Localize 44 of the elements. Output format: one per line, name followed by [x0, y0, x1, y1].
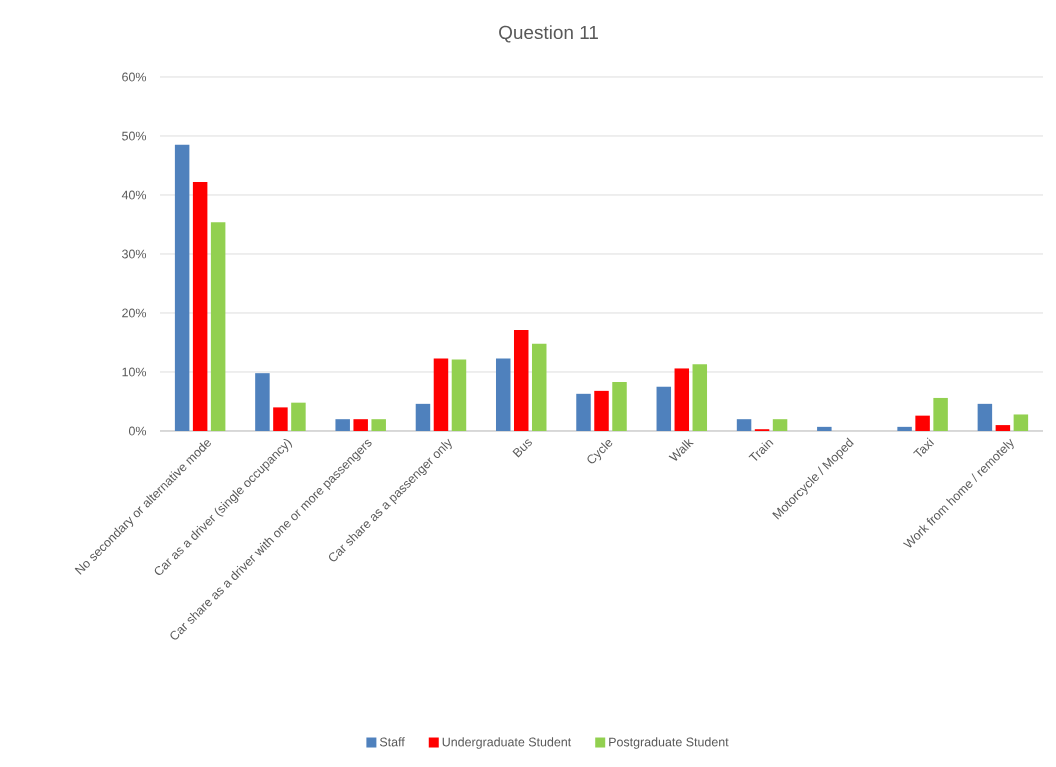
- bar: [692, 364, 708, 431]
- y-tick-label: 30%: [122, 249, 147, 259]
- bar: [192, 182, 208, 431]
- y-tick-label: 40%: [121, 190, 147, 200]
- bar: [353, 419, 368, 431]
- bar: [433, 358, 449, 431]
- bar: [576, 393, 591, 431]
- y-tick-label: 10%: [122, 367, 147, 377]
- legend-label: Staff: [379, 737, 405, 747]
- bar: [335, 419, 350, 431]
- y-tick-label: 50%: [122, 131, 147, 141]
- bar: [656, 386, 672, 431]
- bar: [210, 222, 226, 431]
- x-tick-label: Bus: [512, 439, 532, 458]
- y-tick-label: 0%: [128, 426, 147, 436]
- bar: [915, 415, 930, 431]
- bar: [772, 419, 788, 431]
- bar: [415, 403, 431, 431]
- legend-label: Postgraduate Student: [609, 737, 729, 749]
- bar: [513, 330, 529, 431]
- bar: [897, 426, 912, 431]
- bar: [817, 426, 832, 431]
- x-tick-label: Train: [748, 439, 774, 461]
- bar: [674, 368, 690, 431]
- chart-title: Question 11: [499, 25, 598, 43]
- bar: [531, 343, 547, 431]
- bar: [451, 359, 467, 431]
- bar: [273, 407, 288, 431]
- bar: [594, 390, 609, 431]
- bar: [612, 382, 627, 431]
- bar: [736, 419, 752, 431]
- bar: [1013, 414, 1029, 431]
- bar: [977, 403, 993, 431]
- y-tick-label: 20%: [122, 308, 147, 318]
- bar: [933, 397, 948, 431]
- bar: [371, 419, 386, 431]
- bar: [255, 373, 270, 431]
- bar: [291, 402, 306, 431]
- bar: [174, 144, 190, 431]
- y-tick-label: 60%: [122, 72, 147, 82]
- x-tick-label: Taxi: [913, 437, 935, 457]
- bar: [495, 358, 511, 431]
- legend-label: Undergraduate Student: [442, 737, 572, 749]
- bar: [995, 425, 1011, 431]
